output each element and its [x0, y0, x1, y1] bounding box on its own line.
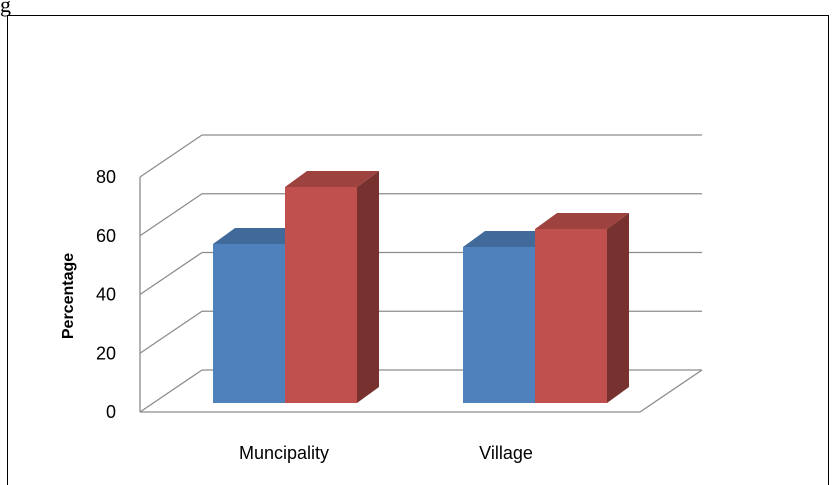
side-gridline — [139, 251, 203, 296]
y-tick-label: 60 — [96, 226, 116, 246]
side-gridline — [139, 310, 203, 354]
y-tick-labels: 0 20 40 60 80 — [96, 167, 116, 422]
bar-top — [213, 228, 307, 244]
y-tick-label: 20 — [96, 343, 116, 363]
y-tick-label: 0 — [106, 402, 116, 422]
bar-front — [285, 187, 357, 403]
bars — [213, 171, 629, 403]
category-label: Village — [479, 443, 533, 463]
figure-caption: g — [0, 0, 11, 17]
bar-top — [463, 231, 557, 247]
y-tick-label: 40 — [96, 285, 116, 305]
bar-side — [607, 213, 629, 403]
side-gridline — [139, 134, 203, 178]
side-gridline — [139, 193, 203, 237]
bar-side — [357, 171, 379, 403]
y-axis-label: Percentage — [60, 253, 77, 339]
bar-front — [463, 247, 535, 403]
category-label: Muncipality — [239, 443, 329, 463]
bar-front — [535, 229, 607, 403]
side-gridline — [139, 369, 203, 413]
floor-edge — [140, 369, 703, 413]
x-tick-labels: Muncipality Village — [239, 443, 533, 463]
bar-top — [535, 213, 629, 229]
bar — [285, 171, 379, 403]
bar-top — [285, 171, 379, 187]
bar — [535, 213, 629, 403]
chart-frame — [7, 15, 829, 485]
bar-front — [213, 244, 285, 403]
y-tick-label: 80 — [96, 167, 116, 187]
